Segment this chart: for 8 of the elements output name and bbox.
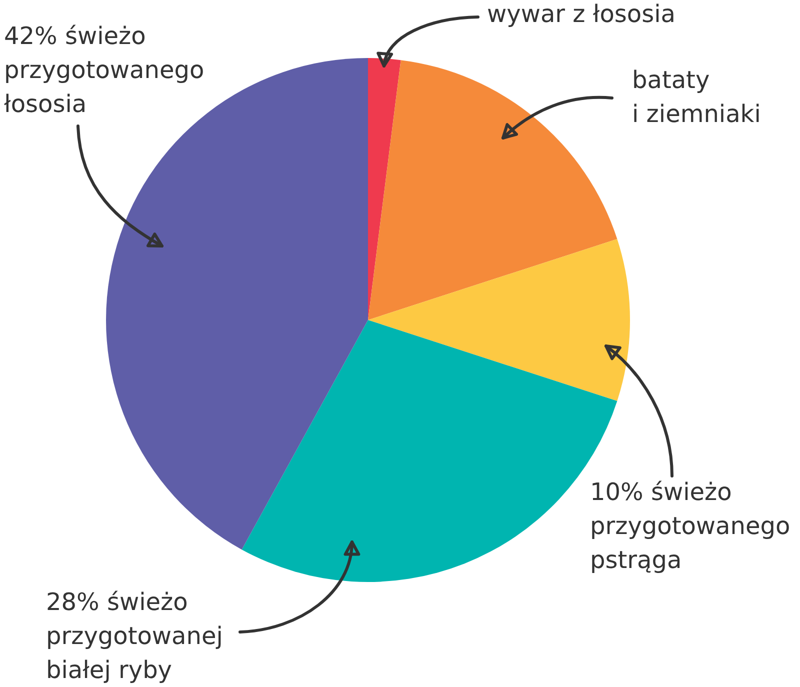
slice-label: 28% świeżo przygotowanej białej ryby <box>46 588 223 684</box>
slice-label: 42% świeżo przygotowanego łososia <box>4 22 204 118</box>
pie-slice <box>368 60 618 320</box>
slice-label: 10% świeżo przygotowanego pstrąga <box>590 478 790 574</box>
pie-slice <box>368 239 630 401</box>
slice-label: wywar z łososia <box>487 0 676 28</box>
slice-label: bataty i ziemniaki <box>632 66 761 128</box>
pie-slice <box>368 58 401 320</box>
